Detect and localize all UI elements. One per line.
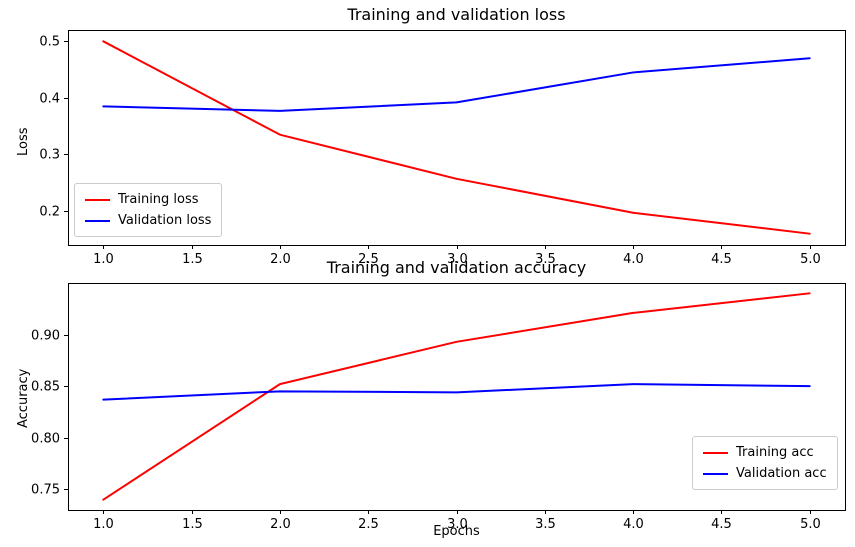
x-tick-label: 4.0 <box>623 517 644 532</box>
training-acc-line-swatch <box>703 451 728 454</box>
x-tick-label: 1.5 <box>182 517 203 532</box>
series-line-0 <box>102 40 811 235</box>
accuracy-y-axis-label: Accuracy <box>16 368 31 428</box>
x-tick-label: 1.0 <box>93 252 114 267</box>
validation-loss-line-swatch <box>85 219 110 222</box>
x-tick-label: 1.0 <box>93 517 114 532</box>
validation-acc-line-swatch <box>703 472 728 475</box>
series-line-1 <box>102 383 811 401</box>
series-line-0 <box>102 292 811 501</box>
x-tick-label: 2.5 <box>358 517 379 532</box>
y-tick-label: 0.80 <box>31 432 60 447</box>
x-tick-label: 2.0 <box>270 252 291 267</box>
training-loss-line-swatch <box>85 198 110 201</box>
x-tick-label: 4.5 <box>711 517 732 532</box>
x-tick-label: 5.0 <box>800 517 821 532</box>
x-tick-label: 3.0 <box>447 252 468 267</box>
legend-item: Training loss <box>85 189 211 210</box>
x-tick-label: 5.0 <box>800 252 821 267</box>
y-tick-label: 0.90 <box>31 329 60 344</box>
x-tick-label: 4.5 <box>711 252 732 267</box>
legend-item: Validation loss <box>85 210 211 231</box>
accuracy-legend: Training acc Validation acc <box>692 436 838 490</box>
loss-legend: Training loss Validation loss <box>74 183 223 237</box>
y-tick-label: 0.4 <box>39 92 60 107</box>
y-tick-label: 0.85 <box>31 380 60 395</box>
x-tick-label: 2.0 <box>270 517 291 532</box>
series-line-1 <box>102 57 811 112</box>
x-tick-label: 3.5 <box>535 517 556 532</box>
x-tick-label: 3.5 <box>535 252 556 267</box>
y-tick-label: 0.5 <box>39 35 60 50</box>
legend-item: Training acc <box>703 442 827 463</box>
legend-item: Validation acc <box>703 463 827 484</box>
y-tick-label: 0.2 <box>39 205 60 220</box>
x-tick-label: 1.5 <box>182 252 203 267</box>
x-axis-label: Epochs <box>433 524 480 539</box>
y-tick-label: 0.3 <box>39 148 60 163</box>
legend-label: Validation loss <box>118 213 212 228</box>
legend-label: Training loss <box>118 192 199 207</box>
legend-label: Training acc <box>736 445 814 460</box>
x-tick-label: 4.0 <box>623 252 644 267</box>
legend-label: Validation acc <box>736 466 827 481</box>
x-tick-label: 2.5 <box>358 252 379 267</box>
loss-chart-title: Training and validation loss <box>347 5 566 24</box>
accuracy-chart-title: Training and validation accuracy <box>326 258 587 277</box>
y-tick-label: 0.75 <box>31 483 60 498</box>
x-tick-label: 3.0 <box>447 517 468 532</box>
loss-y-axis-label: Loss <box>16 127 31 156</box>
